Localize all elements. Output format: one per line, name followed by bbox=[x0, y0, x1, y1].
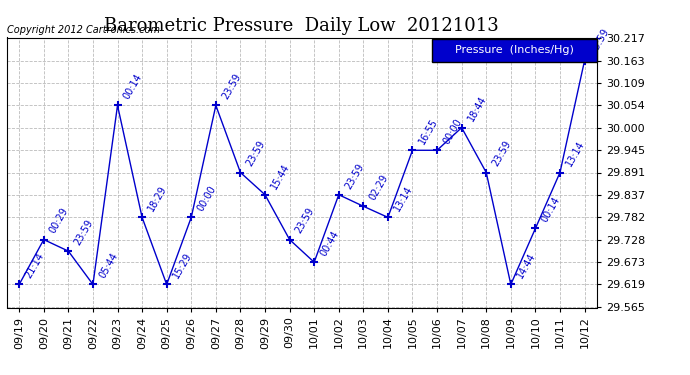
Text: 23:59: 23:59 bbox=[72, 218, 95, 247]
Text: Pressure  (Inches/Hg): Pressure (Inches/Hg) bbox=[455, 45, 573, 55]
Text: 15:44: 15:44 bbox=[269, 161, 292, 190]
Text: 23:59: 23:59 bbox=[491, 139, 513, 168]
Text: 13:14: 13:14 bbox=[392, 184, 415, 213]
Text: 18:44: 18:44 bbox=[466, 94, 489, 123]
FancyBboxPatch shape bbox=[432, 39, 597, 62]
Text: 18:29: 18:29 bbox=[146, 184, 169, 213]
Text: 21:14: 21:14 bbox=[23, 251, 46, 280]
Text: 23:59: 23:59 bbox=[294, 206, 317, 236]
Text: 23:59: 23:59 bbox=[589, 27, 611, 56]
Text: 00:14: 00:14 bbox=[540, 195, 562, 224]
Text: Copyright 2012 Cartronics.com: Copyright 2012 Cartronics.com bbox=[7, 25, 160, 35]
Text: 13:14: 13:14 bbox=[564, 139, 586, 168]
Text: 00:00: 00:00 bbox=[195, 184, 218, 213]
Text: 14:44: 14:44 bbox=[515, 251, 538, 280]
Text: 16:55: 16:55 bbox=[417, 117, 440, 146]
Text: 00:00: 00:00 bbox=[441, 117, 464, 146]
Text: 23:59: 23:59 bbox=[343, 161, 366, 190]
Text: 00:44: 00:44 bbox=[318, 229, 341, 258]
Title: Barometric Pressure  Daily Low  20121013: Barometric Pressure Daily Low 20121013 bbox=[104, 16, 500, 34]
Text: 00:29: 00:29 bbox=[48, 206, 70, 236]
Text: 05:44: 05:44 bbox=[97, 251, 119, 280]
Text: 00:14: 00:14 bbox=[121, 72, 144, 101]
Text: 02:29: 02:29 bbox=[368, 173, 390, 202]
Text: 15:29: 15:29 bbox=[171, 251, 193, 280]
Text: 23:59: 23:59 bbox=[244, 139, 267, 168]
Text: 23:59: 23:59 bbox=[220, 72, 243, 101]
